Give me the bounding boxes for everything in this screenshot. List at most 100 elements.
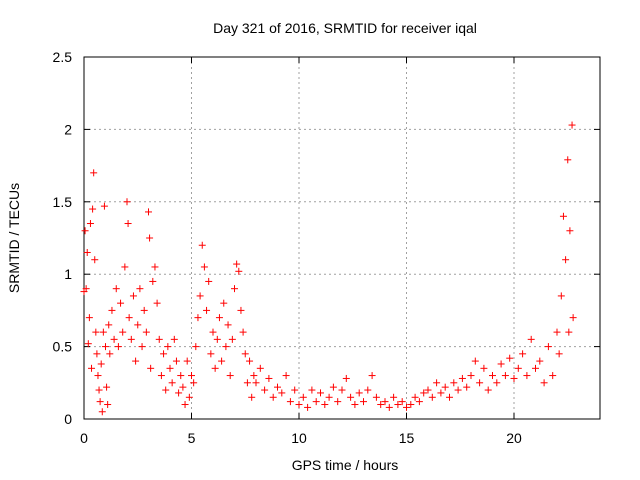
data-point [83,248,91,256]
data-point [527,335,535,343]
data-point [112,285,120,293]
data-point [446,393,453,401]
data-point [484,386,492,394]
data-point [390,393,398,401]
y-tick-label: 2 [64,121,72,137]
data-point [92,328,100,336]
data-point [134,321,142,329]
data-point [84,340,92,348]
data-point [291,386,299,394]
data-point [153,299,161,307]
y-tick-label: 1 [64,266,72,282]
data-point [497,360,505,368]
data-point [170,335,178,343]
data-point [295,401,303,409]
data-point [226,372,234,380]
data-point [265,374,273,382]
x-tick-label: 0 [80,430,88,446]
data-point [205,277,213,285]
x-tick-label: 15 [399,430,415,446]
x-tick-label: 20 [506,430,522,446]
data-point [325,393,333,401]
data-point [102,343,109,351]
data-point [286,398,294,406]
y-tick-label: 1.5 [53,194,73,210]
data-point [177,372,185,380]
y-tick-label: 0 [64,411,72,427]
data-point [243,379,251,387]
data-point [145,208,152,216]
data-point [454,386,462,394]
data-point [321,401,329,409]
plot-frame [83,56,601,420]
grid [84,57,600,419]
data-point [553,328,561,336]
data-point [110,335,118,343]
data-point [355,389,363,397]
data-point [360,398,367,406]
data-point [106,350,114,358]
data-point [555,350,563,358]
data-point [411,393,419,401]
data-point [123,198,131,206]
data-point [203,306,211,314]
data-point [188,372,195,380]
data-point [269,393,277,401]
data-point [146,234,154,242]
data-point [114,343,122,351]
data-point [420,389,428,397]
data-point [138,343,146,351]
data-point [559,212,567,220]
data-point [89,205,97,213]
data-point [194,314,202,322]
data-point [403,403,410,411]
data-point [381,398,389,406]
data-point [215,314,223,322]
data-point [124,220,132,228]
data-point [222,343,230,351]
data-point [317,389,324,397]
data-point [81,227,89,235]
data-point [493,379,501,387]
data-point [129,292,137,300]
data-point [121,263,129,271]
data-point [185,393,193,401]
data-point [157,372,165,380]
data-point [540,379,548,387]
data-point [544,343,552,351]
data-point [334,398,342,406]
data-point [103,383,111,391]
data-point [308,386,316,394]
data-point [467,372,475,380]
x-axis: 0 5 10 15 20 [80,57,522,446]
data-point [347,393,355,401]
data-point [231,285,238,293]
data-point [304,403,312,411]
data-point [398,398,406,406]
data-point [510,374,518,382]
data-point [100,202,108,210]
x-tick-label: 10 [291,430,307,446]
data-point [463,383,471,391]
data-point [213,335,221,343]
data-point [98,408,106,416]
data-point [160,350,168,358]
data-point [192,343,200,351]
data-point [183,357,191,365]
data-point [166,364,174,372]
data-point [209,328,217,336]
data-point [372,393,380,401]
data-point [132,357,140,365]
data-point [96,398,104,406]
data-point [190,379,198,387]
data-point [207,350,215,358]
data-point [105,321,113,329]
data-point [364,386,372,394]
data-point [246,357,254,365]
data-point [104,401,112,409]
data-point [127,335,135,343]
data-point [299,393,307,401]
y-tick-label: 0.5 [53,339,73,355]
data-point [458,374,466,382]
